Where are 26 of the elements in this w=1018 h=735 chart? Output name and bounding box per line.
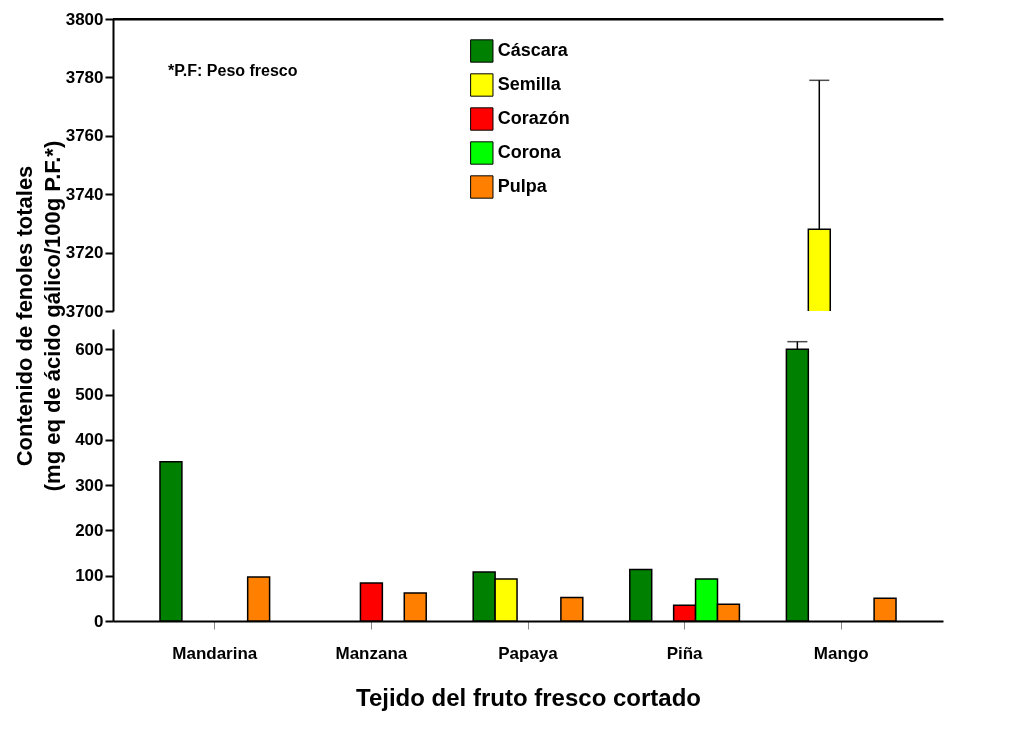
- x-axis-title: Tejido del fruto fresco cortado: [356, 683, 701, 711]
- legend-label: Pulpa: [497, 176, 548, 196]
- y-tick-label: 3740: [65, 184, 104, 204]
- y-tick-label: 3800: [65, 9, 104, 29]
- y-tick-label: 600: [75, 339, 104, 359]
- x-tick-label: Piña: [666, 643, 704, 663]
- y-tick-label: 3780: [65, 67, 104, 87]
- y-tick-label: 3720: [65, 243, 104, 263]
- y-axis-title: Contenido de fenoles totales (mg eq de ácido gálico/100g P.F.*): [12, 140, 65, 492]
- x-tick-label: Manzana: [335, 643, 408, 663]
- y-tick-label: 200: [75, 520, 104, 540]
- legend-label: Cáscara: [497, 40, 569, 60]
- x-tick-label: Mandarina: [172, 643, 258, 663]
- y-tick-label: 400: [75, 430, 104, 450]
- legend-label: Corazón: [497, 108, 570, 128]
- y-tick-label: 500: [75, 385, 104, 405]
- y-tick-label: 3760: [65, 126, 104, 146]
- y-tick-label: 0: [94, 611, 104, 631]
- legend-label: Corona: [497, 142, 562, 162]
- annotation: *P.F: Peso fresco: [168, 62, 298, 79]
- x-tick-label: Mango: [813, 643, 869, 663]
- x-tick-label: Papaya: [498, 643, 559, 663]
- y-tick-label: 3700: [65, 301, 104, 321]
- y-tick-label: 300: [75, 475, 104, 495]
- legend-label: Semilla: [497, 74, 562, 94]
- y-tick-label: 100: [75, 566, 104, 586]
